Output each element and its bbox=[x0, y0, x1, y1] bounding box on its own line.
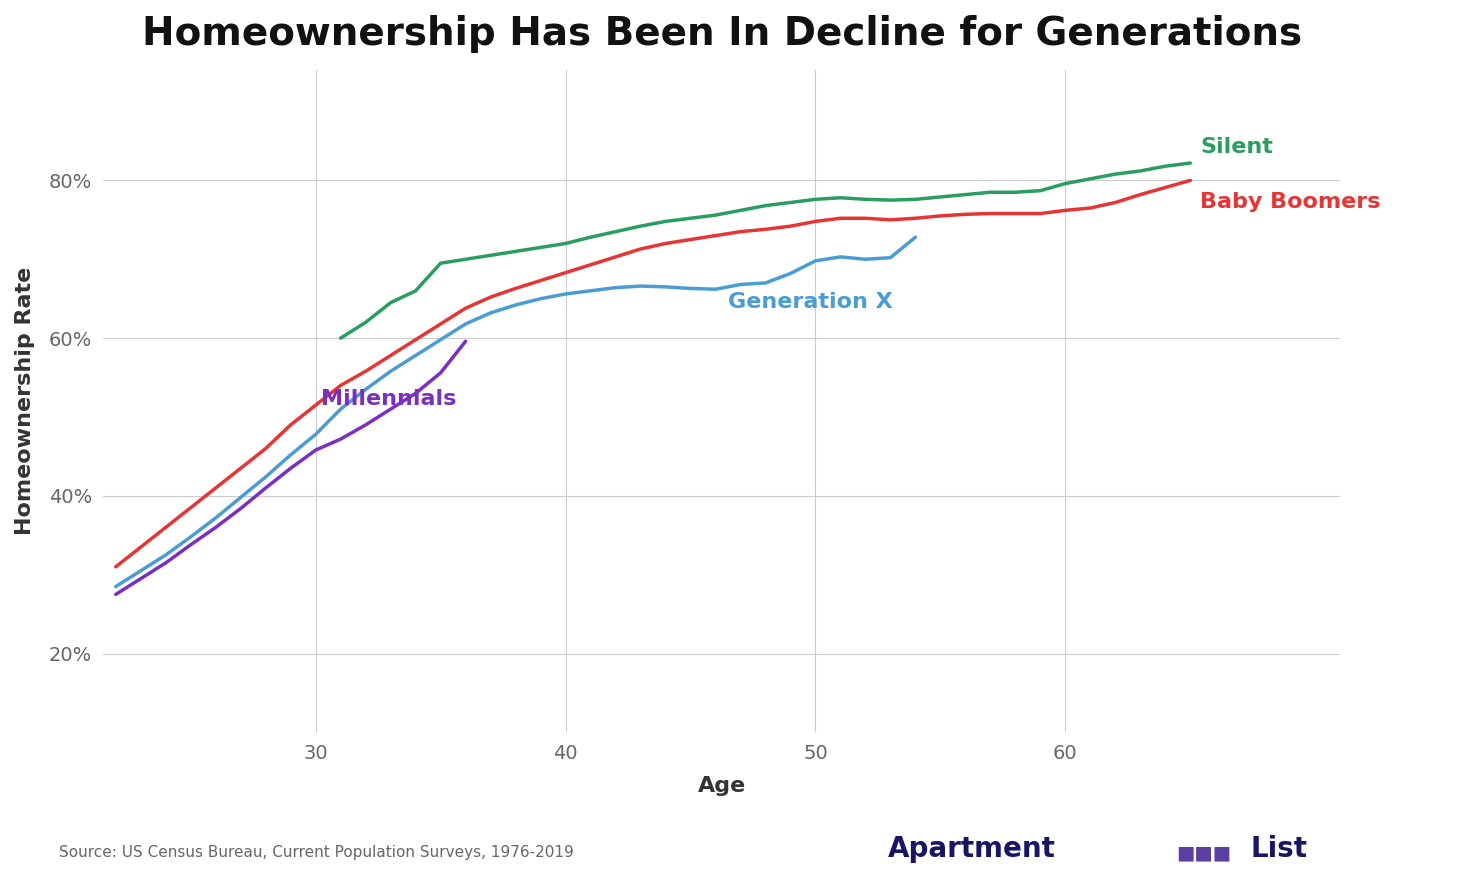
Text: Generation X: Generation X bbox=[728, 292, 892, 312]
Text: List: List bbox=[1251, 834, 1308, 863]
Text: Millennials: Millennials bbox=[321, 389, 456, 409]
Text: ■■■: ■■■ bbox=[1177, 843, 1231, 863]
X-axis label: Age: Age bbox=[697, 776, 746, 796]
Text: Apartment: Apartment bbox=[888, 834, 1055, 863]
Text: Source: US Census Bureau, Current Population Surveys, 1976-2019: Source: US Census Bureau, Current Popula… bbox=[59, 845, 574, 860]
Title: Homeownership Has Been In Decline for Generations: Homeownership Has Been In Decline for Ge… bbox=[142, 15, 1302, 53]
Text: Silent: Silent bbox=[1200, 138, 1273, 157]
Y-axis label: Homeownership Rate: Homeownership Rate bbox=[15, 267, 36, 535]
Text: Baby Boomers: Baby Boomers bbox=[1200, 191, 1381, 212]
